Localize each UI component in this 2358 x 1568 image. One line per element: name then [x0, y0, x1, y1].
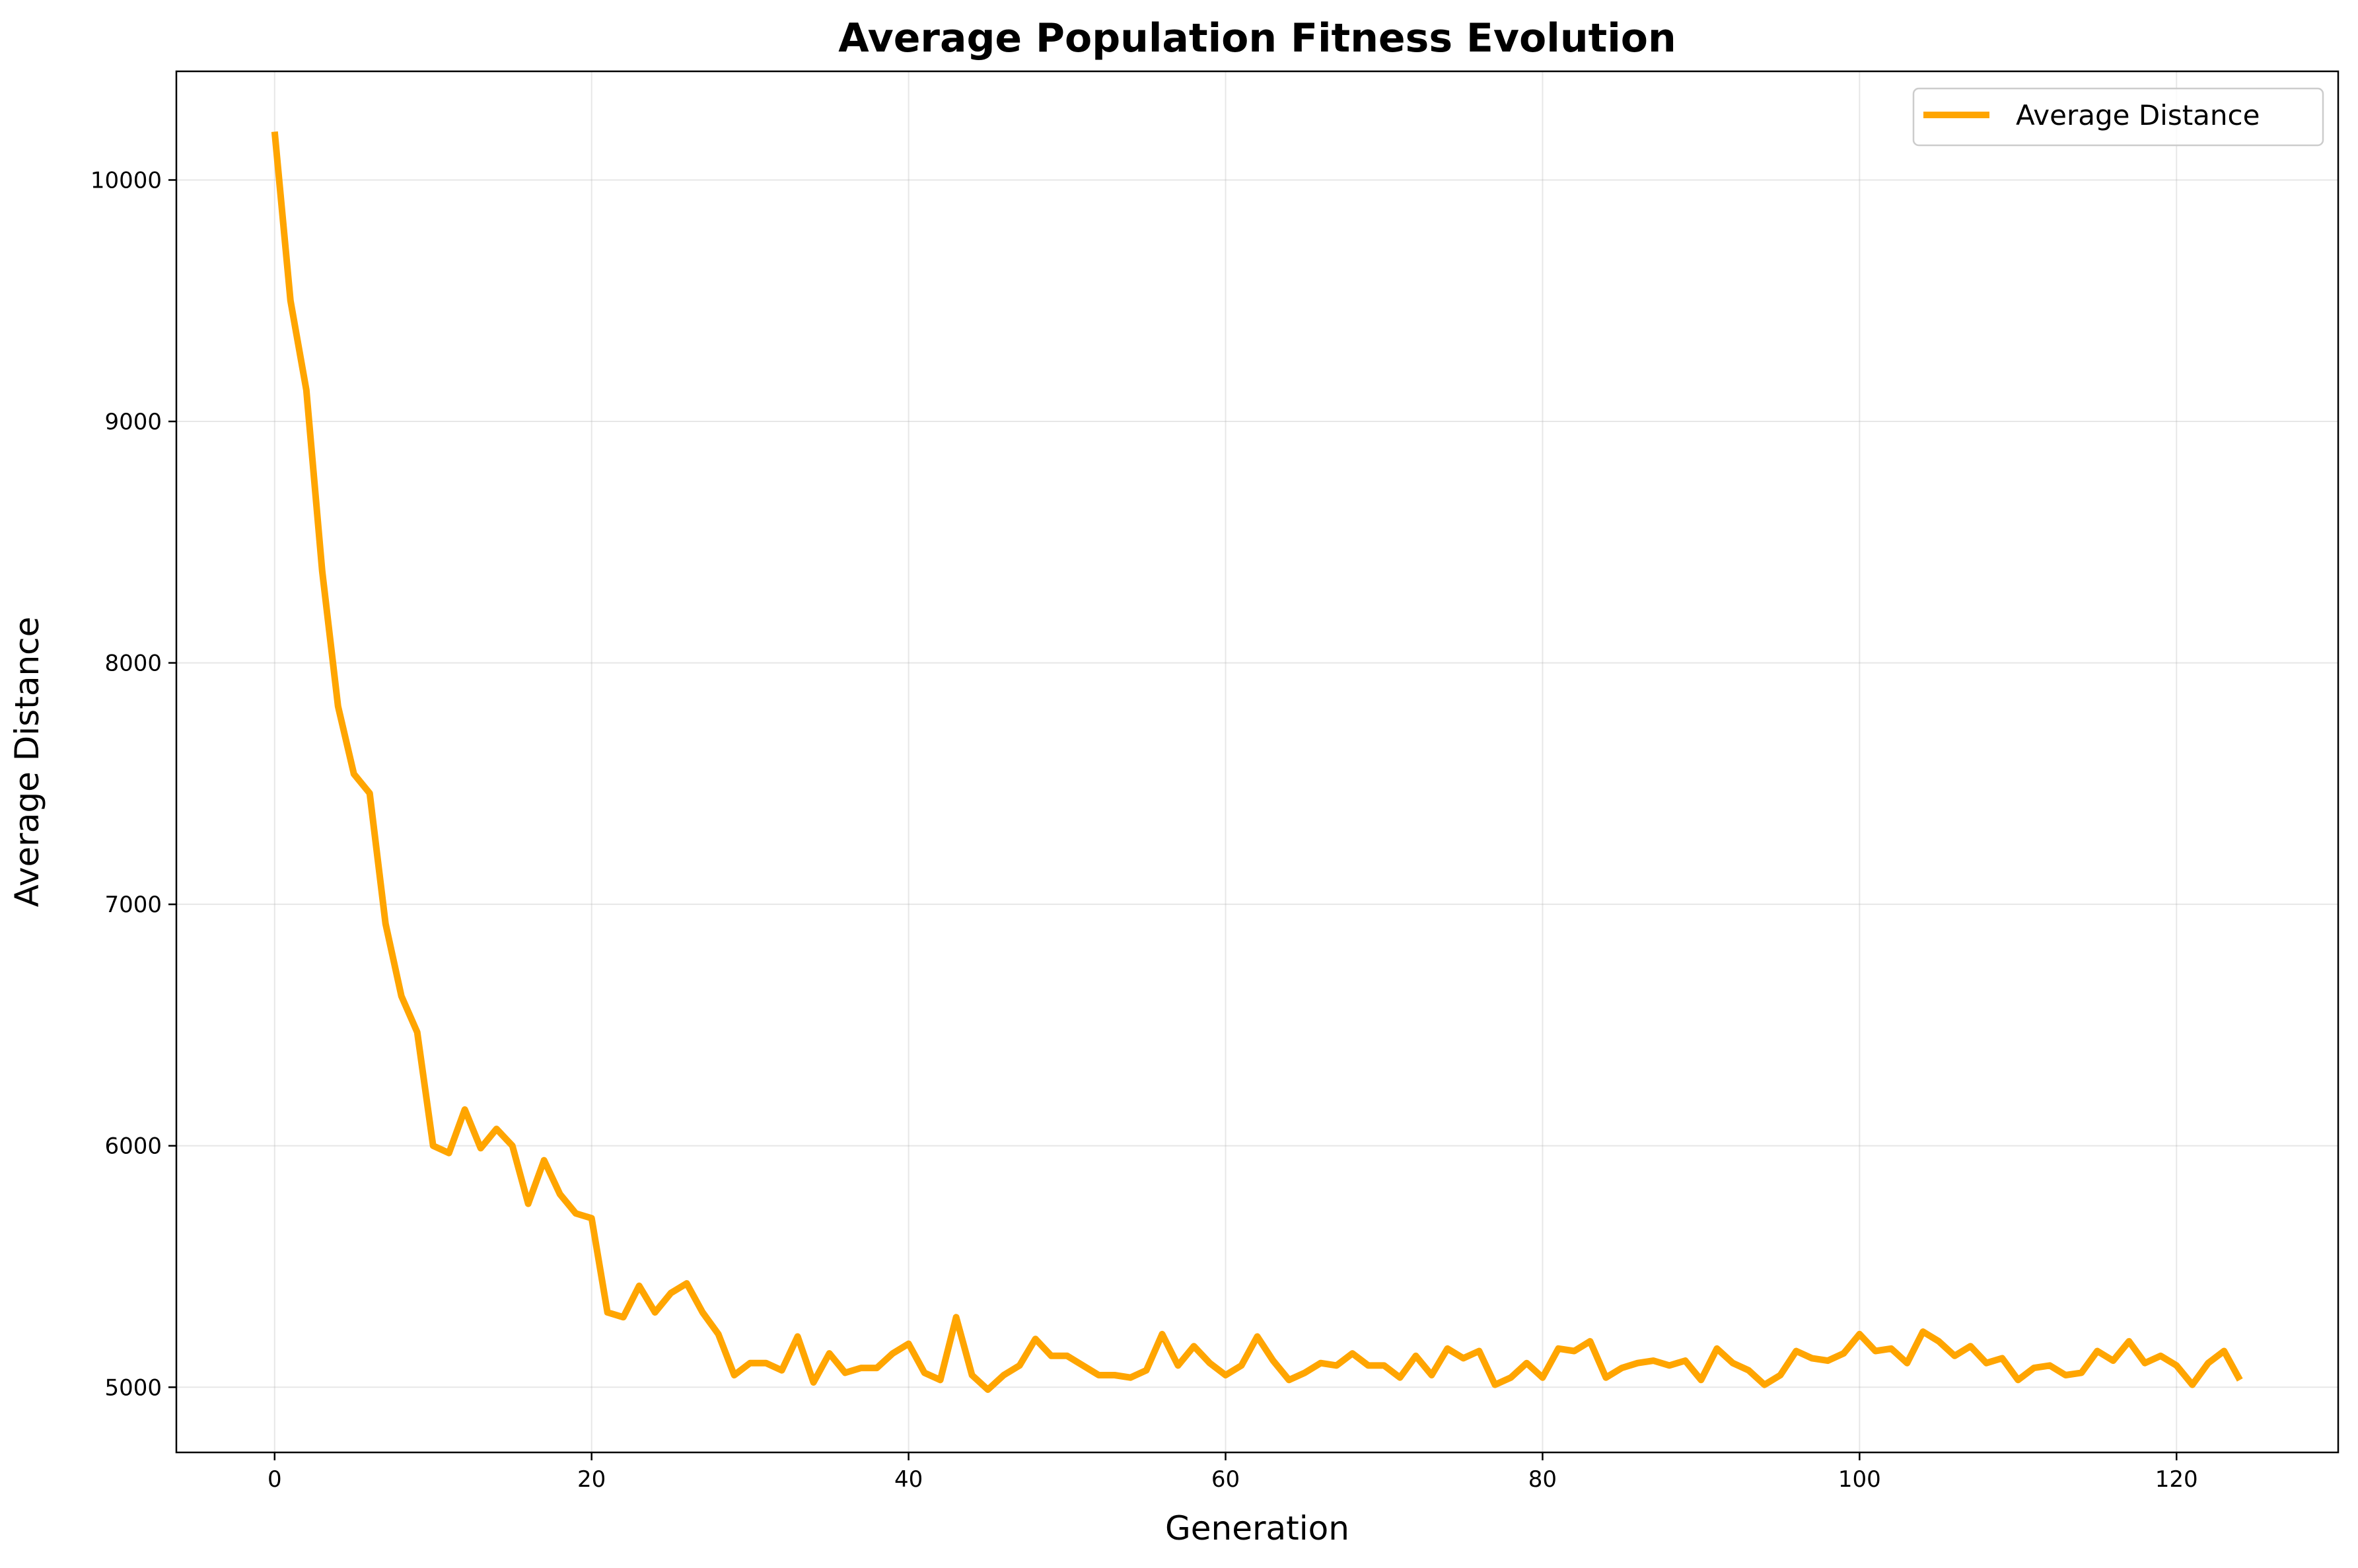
legend-label: Average Distance — [2016, 99, 2260, 131]
y-tick-label: 9000 — [104, 409, 162, 435]
axis-ticks: 0 20 40 60 80 100 120 5000 6000 7000 8000 9000 10000 — [90, 168, 2198, 1493]
plot-area — [271, 131, 2243, 1393]
y-tick-label: 6000 — [104, 1133, 162, 1160]
y-tick-label: 5000 — [104, 1374, 162, 1401]
x-axis-label: Generation — [1165, 1509, 1349, 1548]
legend: Average Distance — [1912, 87, 2324, 147]
axes-frame — [175, 70, 2340, 1454]
y-tick-label: 10000 — [90, 168, 162, 194]
x-tick-label: 60 — [1211, 1466, 1240, 1493]
series-line-average-distance — [271, 131, 2243, 1393]
y-axis-label: Average Distance — [8, 617, 46, 908]
x-tick-label: 80 — [1528, 1466, 1557, 1493]
y-tick-label: 8000 — [104, 651, 162, 677]
x-tick-label: 100 — [1838, 1466, 1881, 1493]
x-tick-label: 40 — [894, 1466, 923, 1493]
legend-frame — [1912, 87, 2324, 147]
x-tick-label: 120 — [2155, 1466, 2198, 1493]
y-tick-label: 7000 — [104, 892, 162, 918]
x-tick-label: 20 — [577, 1466, 606, 1493]
chart-title: Average Population Fitness Evolution — [838, 15, 1676, 61]
x-tick-label: 0 — [268, 1466, 282, 1493]
grid — [176, 71, 2338, 1452]
